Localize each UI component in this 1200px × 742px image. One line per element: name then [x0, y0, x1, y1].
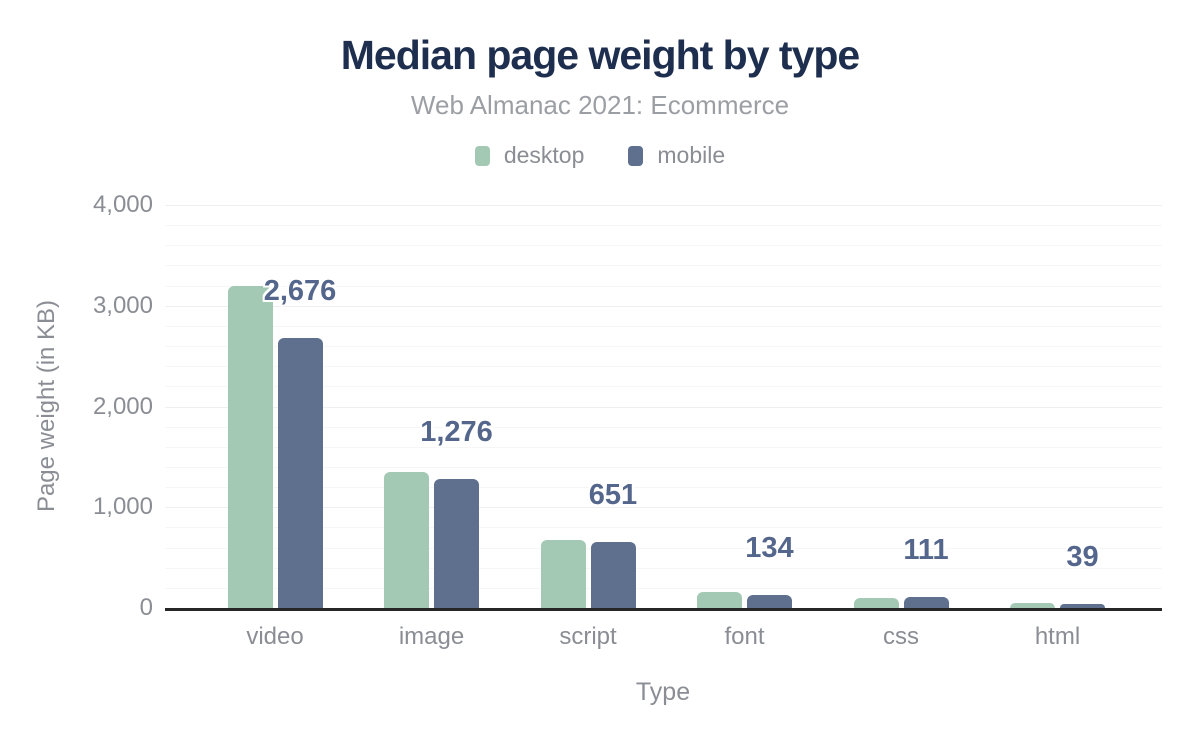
gridline-minor-3200: [165, 285, 1162, 287]
gridline-minor-400: [165, 567, 1162, 569]
gridline-minor-2200: [165, 386, 1162, 388]
y-tick-1000: 1,000: [92, 493, 153, 521]
bar-desktop-font[interactable]: [697, 591, 742, 608]
bar-desktop-html[interactable]: [1010, 603, 1055, 608]
gridline-major-3000: [165, 305, 1162, 307]
value-label-html: 39: [1066, 541, 1099, 574]
gridline-minor-800: [165, 527, 1162, 529]
gridline-major-2000: [165, 406, 1162, 408]
plot-area: 2,676 1,276 651 134 111 39: [165, 205, 1162, 611]
legend-label-desktop: desktop: [503, 142, 585, 168]
legend-swatch-desktop: [474, 145, 490, 166]
x-tick-image: image: [398, 623, 465, 650]
gridline-minor-3400: [165, 265, 1162, 267]
value-label-video: 2,676: [263, 275, 337, 308]
gridline-minor-2800: [165, 325, 1162, 327]
legend-label-mobile: mobile: [657, 142, 726, 168]
value-label-script: 651: [588, 479, 638, 512]
x-tick-css: css: [883, 623, 919, 650]
value-label-image: 1,276: [420, 416, 493, 449]
x-tick-font: font: [724, 623, 765, 650]
y-tick-0: 0: [139, 594, 153, 621]
bar-mobile-script[interactable]: [590, 542, 636, 608]
gridline-minor-1200: [165, 487, 1162, 489]
bar-mobile-image[interactable]: [434, 479, 479, 608]
x-tick-video: video: [246, 623, 304, 650]
bar-desktop-image[interactable]: [384, 472, 429, 608]
gridline-major-1000: [165, 507, 1162, 509]
chart-subtitle: Web Almanac 2021: Ecommerce: [410, 90, 790, 120]
value-label-css: 111: [903, 533, 949, 566]
gridline-minor-1400: [165, 466, 1162, 468]
legend-swatch-mobile: [628, 145, 644, 166]
bar-desktop-script[interactable]: [540, 540, 586, 608]
y-tick-3000: 3,000: [92, 291, 153, 319]
gridline-minor-1600: [165, 446, 1162, 448]
gridline-minor-3800: [165, 225, 1162, 227]
x-tick-html: html: [1034, 623, 1081, 650]
bar-desktop-video[interactable]: [227, 285, 273, 608]
gridline-minor-200: [165, 587, 1162, 589]
gridline-minor-3600: [165, 245, 1162, 247]
bar-mobile-font[interactable]: [747, 594, 792, 608]
gridline-minor-2600: [165, 346, 1162, 348]
gridline-minor-2400: [165, 366, 1162, 368]
value-label-font: 134: [745, 531, 794, 564]
y-tick-2000: 2,000: [92, 392, 153, 420]
x-tick-script: script: [559, 623, 617, 650]
gridline-minor-600: [165, 547, 1162, 549]
bar-mobile-video[interactable]: [277, 338, 323, 608]
legend-item-desktop[interactable]: desktop: [474, 142, 585, 169]
legend: desktop mobile: [0, 142, 1200, 169]
bar-mobile-html[interactable]: [1060, 604, 1105, 608]
chart-title: Median page weight by type: [340, 32, 860, 78]
legend-item-mobile[interactable]: mobile: [628, 142, 725, 169]
x-axis-title: Type: [635, 678, 691, 706]
bar-mobile-css[interactable]: [903, 596, 949, 608]
y-tick-4000: 4,000: [92, 191, 153, 218]
gridline-minor-1800: [165, 426, 1162, 428]
bar-desktop-css[interactable]: [853, 598, 899, 608]
gridline-major-4000: [165, 205, 1162, 206]
